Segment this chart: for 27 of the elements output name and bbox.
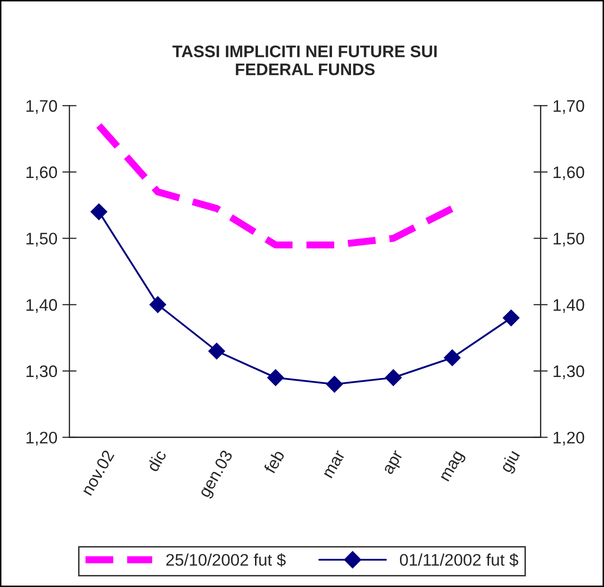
y-tick-label: 1,40	[26, 299, 58, 313]
x-tick-label: giu	[499, 449, 523, 475]
point	[444, 349, 461, 366]
point	[90, 203, 108, 220]
y-tick-label: 1,30	[26, 365, 58, 380]
point	[502, 310, 520, 326]
legend-label: 25/10/2002 fut $	[166, 553, 286, 567]
y2-tick-label: 1,70	[554, 100, 584, 114]
point	[208, 342, 226, 360]
chart-title: TASSI IMPLICITI NEI FUTURE SUI FEDERAL FUNDS	[172, 46, 437, 76]
point	[149, 296, 166, 314]
point	[384, 369, 402, 386]
x-tick-label: feb	[263, 449, 285, 474]
y2-tick-label: 1,50	[554, 232, 584, 246]
y2-tick-label: 1,20	[554, 432, 584, 446]
y-tick-label: 1,60	[26, 166, 58, 180]
point	[326, 376, 343, 393]
y-tick-label: 1,70	[26, 100, 58, 114]
legend-label: 01/11/2002 fut $	[400, 553, 518, 567]
x-tick-label: apr	[384, 450, 406, 476]
x-tick-label: dic	[146, 448, 167, 472]
y2-tick-label: 1,30	[554, 365, 584, 380]
y-tick-label: 1,50	[26, 232, 58, 246]
point	[267, 369, 284, 386]
y2-tick-label: 1,40	[554, 299, 584, 313]
y-tick-label: 1,20	[26, 432, 58, 446]
y2-tick-label: 1,60	[554, 166, 584, 180]
